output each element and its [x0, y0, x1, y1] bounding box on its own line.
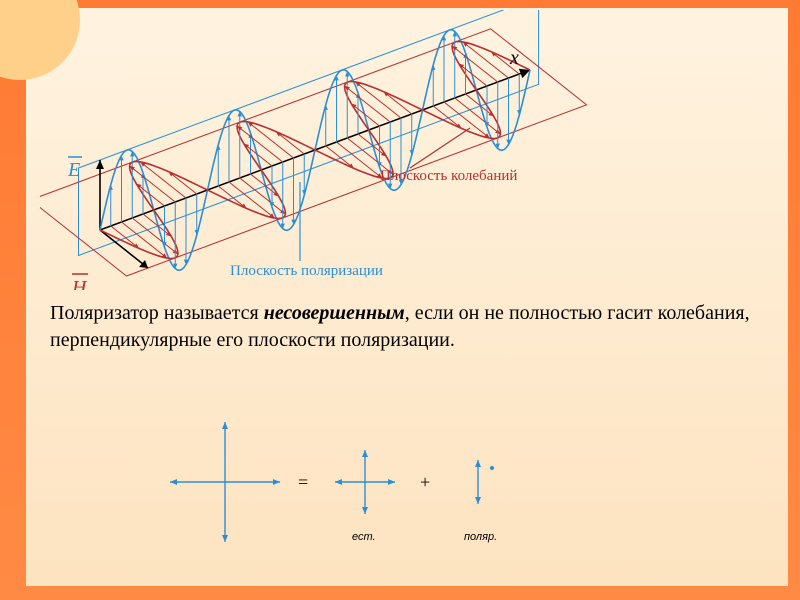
- svg-text:x: x: [509, 47, 519, 69]
- wave-diagram: E Hx Плоскость колебаний Плоскость поляриза…: [40, 10, 600, 290]
- svg-text:Плоскость поляризации: Плоскость поляризации: [230, 263, 383, 279]
- svg-text:ест.: ест.: [352, 531, 376, 543]
- svg-text:Плоскость колебаний: Плоскость колебаний: [380, 168, 517, 184]
- slide: E Hx Плоскость колебаний Плоскость поляриза…: [0, 0, 800, 600]
- decomposition-svg: = ест. + поляр.: [160, 420, 640, 570]
- body-emph: несовершенным: [264, 302, 405, 324]
- wave-svg: E Hx Плоскость колебаний Плоскость поляриза…: [40, 10, 600, 290]
- decomposition-diagram: = ест. + поляр.: [160, 420, 640, 570]
- svg-text:H: H: [71, 277, 88, 290]
- svg-text:=: =: [298, 472, 308, 492]
- body-paragraph: Поляризатор называется несовершенным, ес…: [50, 300, 750, 354]
- svg-text:поляр.: поляр.: [464, 531, 497, 543]
- svg-text:E: E: [67, 159, 80, 181]
- svg-text:+: +: [420, 472, 430, 492]
- body-pre: Поляризатор называется: [50, 302, 264, 324]
